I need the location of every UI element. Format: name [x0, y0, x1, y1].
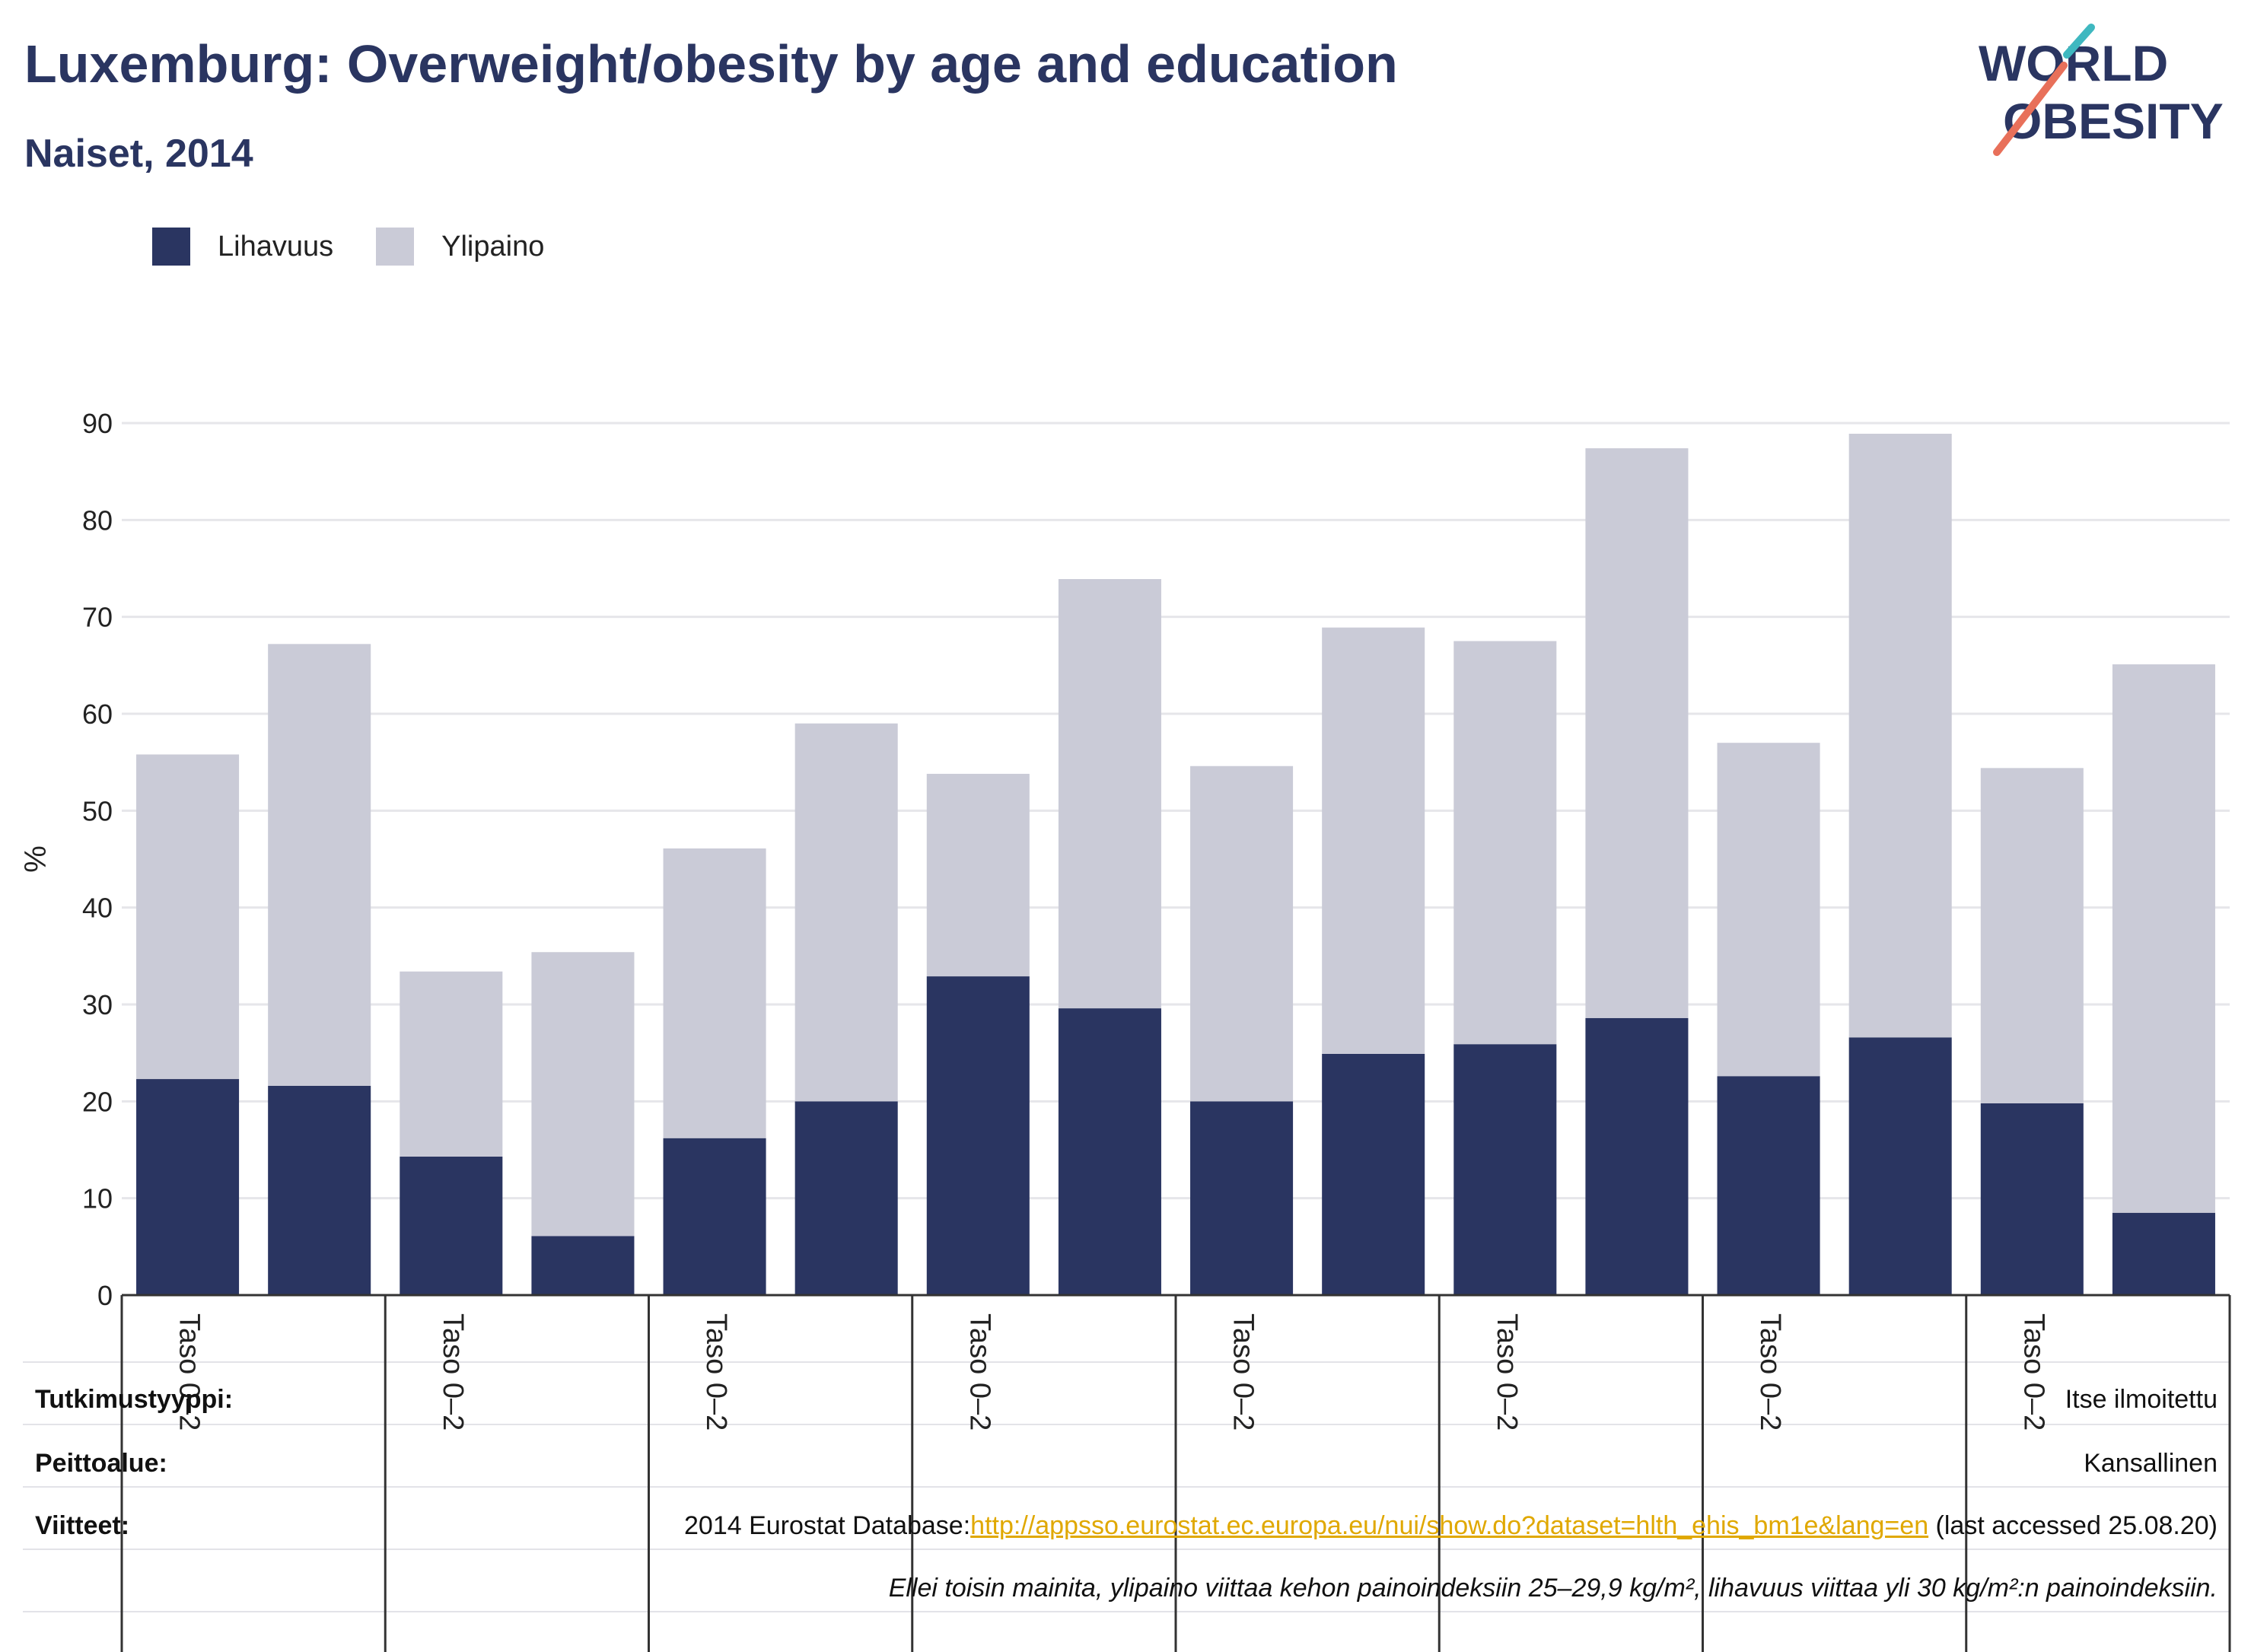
- y-tick-label-60: 60: [82, 699, 113, 730]
- x-tick-label-14: Taso 0–2: [2017, 1313, 2049, 1431]
- bar-obesity-9: [1322, 1053, 1425, 1295]
- bar-obesity-12: [1717, 1076, 1820, 1295]
- y-tick-label-90: 90: [82, 408, 113, 439]
- x-tick-label-4: Taso 0–2: [700, 1313, 732, 1431]
- bar-obesity-11: [1585, 1017, 1689, 1295]
- bar-overweight-1: [268, 644, 371, 1086]
- bar-obesity-1: [268, 1085, 371, 1295]
- y-tick-label-50: 50: [82, 795, 113, 826]
- logo-coral-stroke: [1993, 62, 2068, 156]
- references-link[interactable]: http://appsso.eurostat.ec.europa.eu/nui/…: [970, 1511, 1929, 1540]
- bar-overweight-3: [531, 952, 635, 1237]
- bar-overweight-11: [1585, 448, 1689, 1018]
- chart-legend: Lihavuus Ylipaino: [152, 225, 587, 268]
- chart-title: Luxemburg: Overweight/obesity by age and…: [24, 34, 1398, 94]
- bar-obesity-8: [1190, 1101, 1294, 1295]
- x-tick-label-10: Taso 0–2: [1491, 1313, 1523, 1431]
- y-tick-label-10: 10: [82, 1183, 113, 1214]
- bar-overweight-14: [1980, 768, 2084, 1103]
- x-tick-label-8: Taso 0–2: [1227, 1313, 1259, 1431]
- logo-teal-stroke: [2063, 24, 2095, 59]
- x-tick-label-2: Taso 0–2: [437, 1313, 469, 1431]
- legend-label-overweight: Ylipaino: [441, 230, 545, 263]
- legend-swatch-obesity: [152, 228, 190, 266]
- x-tick-label-6: Taso 0–2: [963, 1313, 995, 1431]
- bar-obesity-5: [794, 1101, 898, 1295]
- bar-overweight-8: [1190, 766, 1294, 1102]
- bar-obesity-2: [400, 1156, 503, 1295]
- bar-overweight-4: [663, 848, 766, 1138]
- bar-overweight-9: [1322, 627, 1425, 1054]
- bar-obesity-13: [1848, 1037, 1952, 1295]
- legend-label-obesity: Lihavuus: [218, 230, 334, 263]
- bar-obesity-3: [531, 1236, 635, 1295]
- y-tick-label-30: 30: [82, 989, 113, 1020]
- bar-obesity-10: [1453, 1044, 1557, 1295]
- y-axis-label: %: [19, 845, 53, 873]
- bar-overweight-12: [1717, 743, 1820, 1077]
- y-tick-label-20: 20: [82, 1086, 113, 1117]
- y-tick-label-80: 80: [82, 505, 113, 536]
- bar-overweight-10: [1453, 641, 1557, 1045]
- legend-item-overweight[interactable]: Ylipaino: [376, 228, 544, 266]
- bar-overweight-6: [926, 773, 1030, 977]
- world-obesity-logo: WORLD OBESITY: [1979, 24, 2224, 156]
- bar-overweight-2: [400, 971, 503, 1157]
- bar-obesity-4: [663, 1138, 766, 1295]
- y-tick-label-40: 40: [82, 893, 113, 924]
- chart-subtitle: Naiset, 2014: [24, 132, 253, 176]
- bar-overweight-0: [136, 754, 240, 1080]
- bar-overweight-13: [1848, 434, 1952, 1038]
- bar-overweight-5: [794, 723, 898, 1102]
- legend-item-obesity[interactable]: Lihavuus: [152, 228, 333, 266]
- y-tick-label-70: 70: [82, 602, 113, 633]
- legend-swatch-overweight: [376, 228, 415, 266]
- bar-obesity-0: [136, 1079, 240, 1295]
- bar-obesity-14: [1980, 1103, 2084, 1295]
- bar-obesity-15: [2112, 1212, 2215, 1295]
- y-tick-label-0: 0: [97, 1280, 113, 1311]
- bar-overweight-7: [1058, 579, 1161, 1009]
- x-tick-label-0: Taso 0–2: [174, 1313, 205, 1431]
- bar-obesity-7: [1058, 1008, 1161, 1295]
- bar-overweight-15: [2112, 664, 2215, 1213]
- bar-obesity-6: [926, 976, 1030, 1295]
- x-tick-label-12: Taso 0–2: [1754, 1313, 1786, 1431]
